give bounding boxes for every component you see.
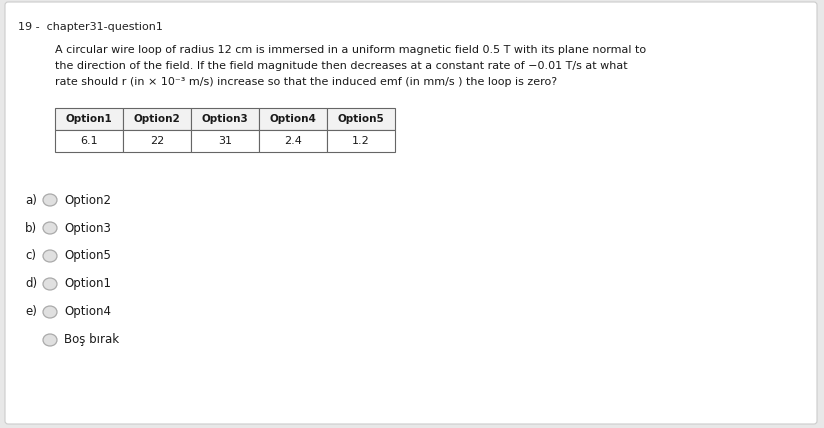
- Text: 2.4: 2.4: [284, 136, 302, 146]
- Text: 22: 22: [150, 136, 164, 146]
- Bar: [327, 108, 395, 130]
- Bar: [55, 108, 123, 130]
- Bar: [191, 108, 259, 130]
- Text: 1.2: 1.2: [352, 136, 370, 146]
- Ellipse shape: [43, 306, 57, 318]
- Text: e): e): [25, 306, 37, 318]
- Text: a): a): [25, 193, 37, 206]
- Text: Option3: Option3: [202, 114, 248, 124]
- Text: 19 -  chapter31-question1: 19 - chapter31-question1: [18, 22, 163, 32]
- Text: Option4: Option4: [269, 114, 316, 124]
- Text: Option5: Option5: [338, 114, 384, 124]
- Bar: [259, 130, 327, 152]
- Text: b): b): [25, 222, 37, 235]
- Text: Option1: Option1: [66, 114, 112, 124]
- Bar: [327, 130, 395, 152]
- Text: A circular wire loop of radius 12 cm is immersed in a uniform magnetic field 0.5: A circular wire loop of radius 12 cm is …: [55, 45, 646, 55]
- Bar: [191, 130, 259, 152]
- Text: Boş bırak: Boş bırak: [64, 333, 119, 347]
- Ellipse shape: [43, 222, 57, 234]
- Text: Option1: Option1: [64, 277, 111, 291]
- Text: Option5: Option5: [64, 250, 111, 262]
- Text: rate should r (in × 10⁻³ m/s) increase so that the induced emf (in mm/s ) the lo: rate should r (in × 10⁻³ m/s) increase s…: [55, 77, 557, 87]
- Ellipse shape: [43, 278, 57, 290]
- Text: 6.1: 6.1: [80, 136, 98, 146]
- Bar: [55, 130, 123, 152]
- Ellipse shape: [43, 334, 57, 346]
- FancyBboxPatch shape: [5, 2, 817, 424]
- Text: Option2: Option2: [64, 193, 111, 206]
- Text: 31: 31: [218, 136, 232, 146]
- Text: Option4: Option4: [64, 306, 111, 318]
- Text: c): c): [25, 250, 36, 262]
- Ellipse shape: [43, 194, 57, 206]
- Bar: [259, 108, 327, 130]
- Text: d): d): [25, 277, 37, 291]
- Text: the direction of the field. If the field magnitude then decreases at a constant : the direction of the field. If the field…: [55, 61, 628, 71]
- Bar: [123, 130, 191, 152]
- Text: Option3: Option3: [64, 222, 111, 235]
- Text: Option2: Option2: [133, 114, 180, 124]
- Ellipse shape: [43, 250, 57, 262]
- Bar: [123, 108, 191, 130]
